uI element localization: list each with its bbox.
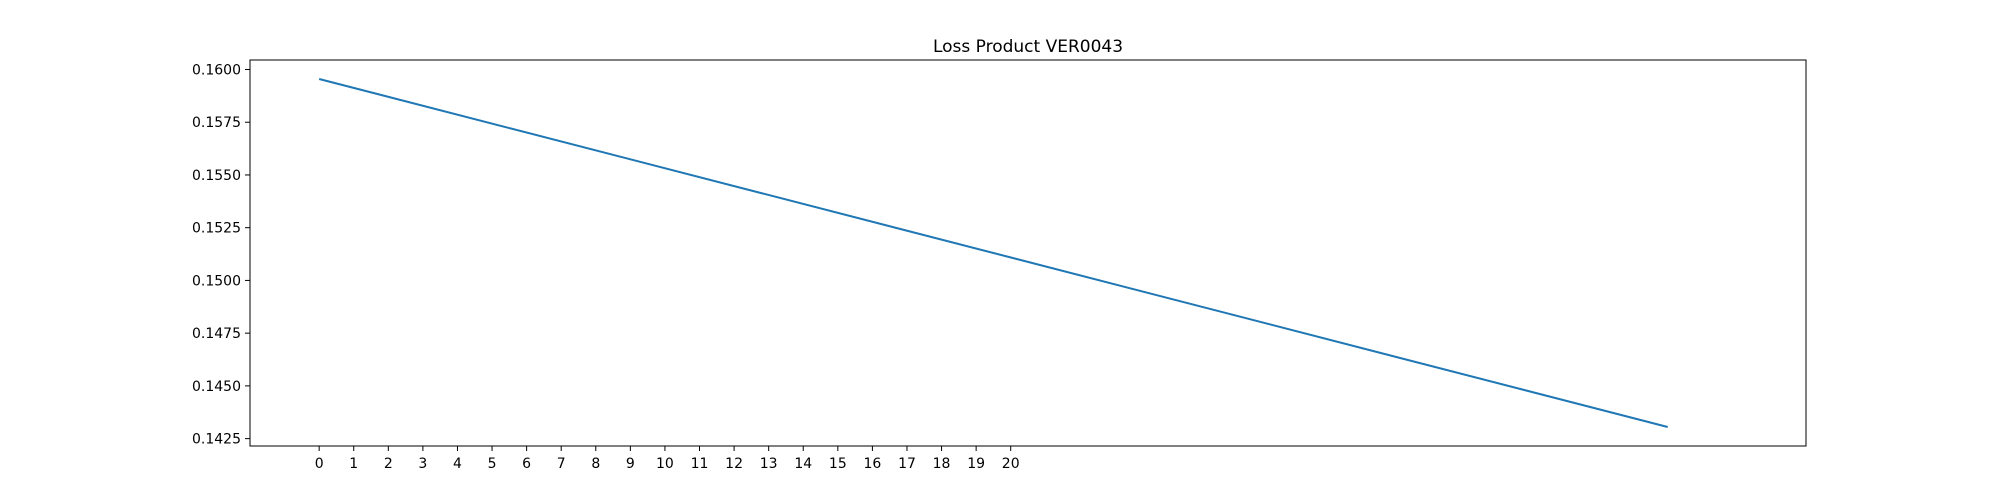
x-tick-label: 17 [898,456,916,472]
y-tick-label: 0.1575 [192,115,241,131]
y-tick-label: 0.1500 [192,273,241,289]
x-tick-label: 0 [315,456,324,472]
x-tick-label: 14 [794,456,812,472]
y-axis: 0.1425 0.1450 0.1475 0.1500 0.1525 0.1550 0.15… [192,62,250,448]
y-tick-label: 0.1425 [192,432,241,448]
x-tick-label: 10 [656,456,674,472]
x-tick-label: 6 [522,456,531,472]
x-tick-label: 19 [967,456,985,472]
series-line [318,78,1668,428]
y-tick-label: 0.1525 [192,221,241,237]
x-tick-label: 13 [760,456,778,472]
x-tick-label: 11 [691,456,709,472]
series-layer [318,78,1668,428]
x-tick-label: 1 [349,456,358,472]
x-tick-label: 18 [933,456,951,472]
x-tick-label: 3 [418,456,427,472]
y-tick-label: 0.1475 [192,326,241,342]
y-tick-label: 0.1600 [192,62,241,78]
x-tick-label: 2 [384,456,393,472]
chart-title: Loss Product VER0043 [933,37,1123,57]
x-tick-label: 9 [626,456,635,472]
x-axis: 0 1 2 3 4 5 6 7 8 9 10 11 12 13 14 15 16 17 18 19 20 [315,446,1020,472]
x-tick-label: 12 [725,456,743,472]
x-tick-label: 20 [1002,456,1020,472]
x-tick-label: 15 [829,456,847,472]
x-tick-label: 4 [453,456,462,472]
y-tick-label: 0.1450 [192,379,241,395]
x-tick-label: 16 [863,456,881,472]
plot-frame [249,59,1807,447]
x-tick-label: 7 [557,456,566,472]
y-tick-label: 0.1550 [192,168,241,184]
x-tick-label: 8 [591,456,600,472]
x-tick-label: 5 [488,456,497,472]
